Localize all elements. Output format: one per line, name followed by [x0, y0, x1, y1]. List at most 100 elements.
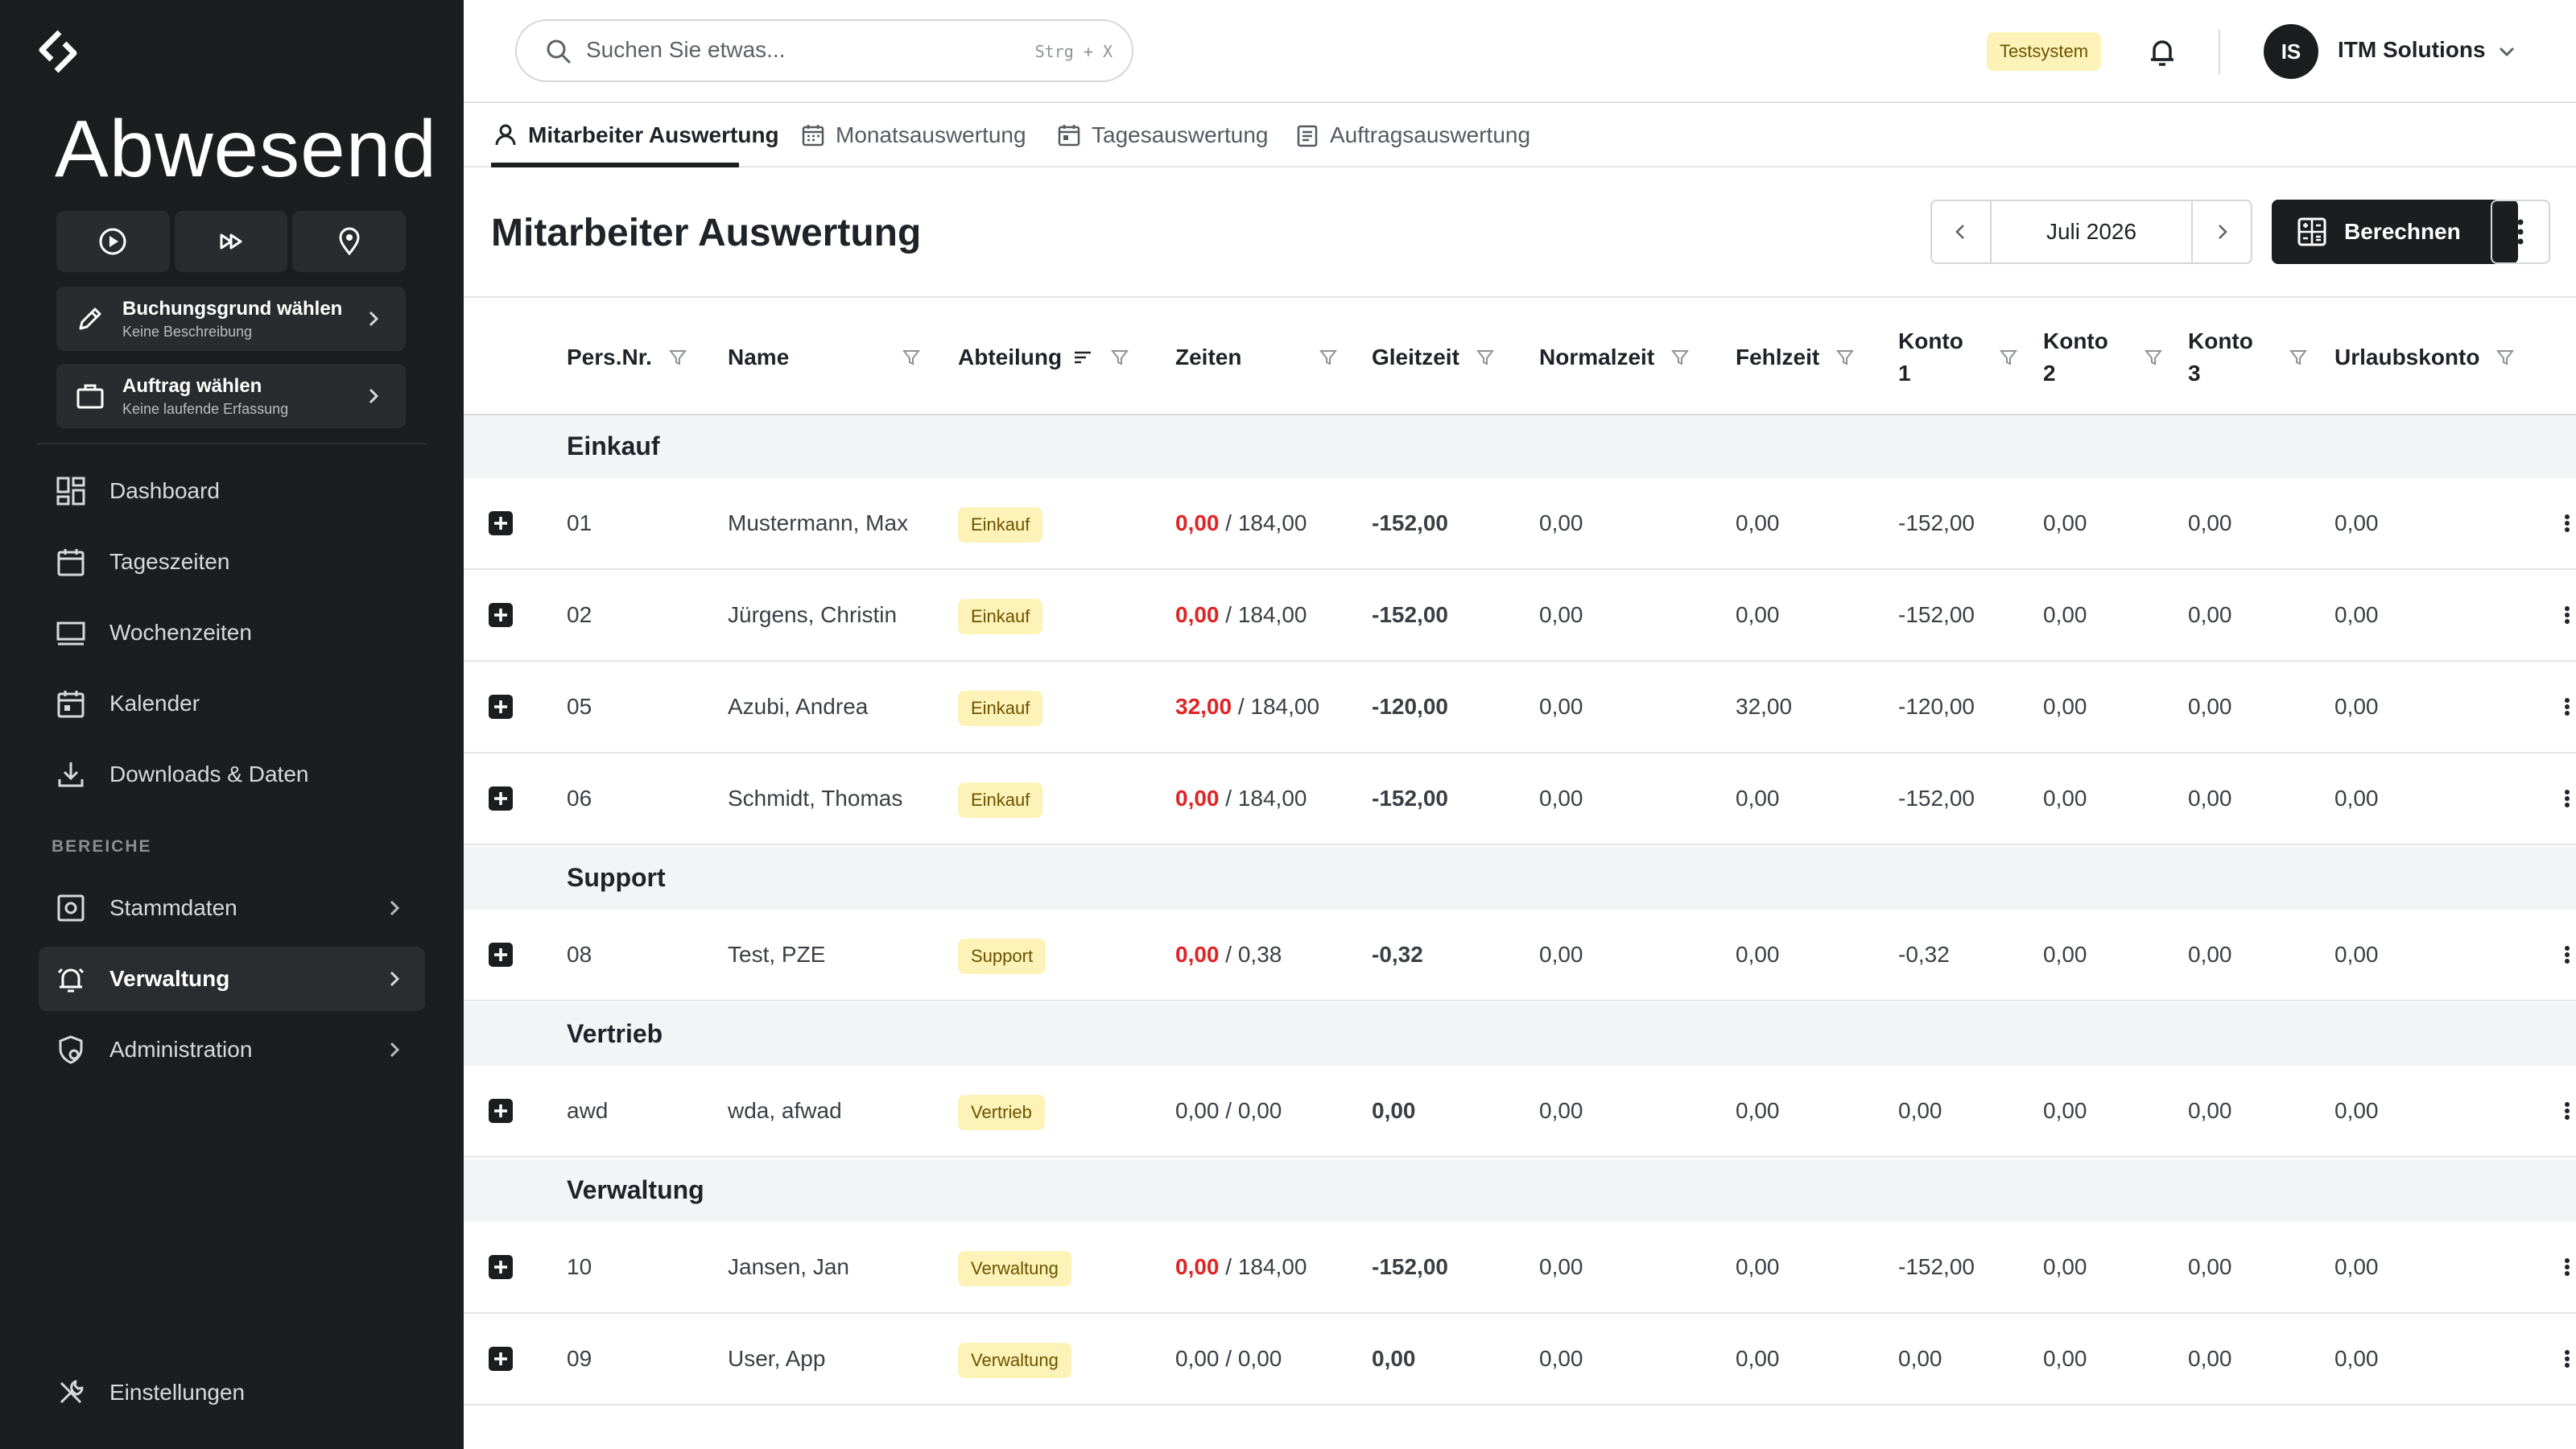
table-row[interactable]: 01 Mustermann, Max 0,00 0,00 -152,00 0,00 0,00…: [464, 478, 2576, 570]
account-name[interactable]: ITM Solutions: [2338, 37, 2486, 62]
column-label: Normalzeit: [1539, 345, 1655, 369]
expand-row-icon[interactable]: [488, 1254, 514, 1280]
cell-konto-2: 0,00: [2043, 1098, 2087, 1123]
more-options-button[interactable]: [2491, 200, 2550, 264]
row-actions-icon[interactable]: [2562, 1251, 2573, 1283]
filter-icon[interactable]: [2144, 348, 2163, 367]
tab-monatsauswertung[interactable]: Monatsauswertung: [800, 119, 1026, 151]
prev-month-button[interactable]: [1932, 201, 1990, 262]
chevron-down-icon[interactable]: [2496, 40, 2518, 63]
column-label: Urlaubskonto: [2334, 345, 2480, 369]
table-row[interactable]: 02 Jürgens, Christin 0,00 0,00 -152,00 0,00 0,…: [464, 570, 2576, 662]
table-row[interactable]: 08 Test, PZE 0,00 0,00 -0,32 0,00 0,00 0,00 Supp…: [464, 910, 2576, 1001]
table-row[interactable]: 10 Jansen, Jan 0,00 0,00 -152,00 0,00 0,00 0,00…: [464, 1222, 2576, 1314]
column-header-zeiten[interactable]: Zeiten: [1175, 298, 1338, 417]
row-actions-icon[interactable]: [2562, 599, 2573, 631]
sidebar-item-wochenzeiten[interactable]: Wochenzeiten: [39, 601, 425, 665]
filter-icon[interactable]: [668, 348, 687, 367]
table-row[interactable]: 09 User, App 0,00 0,00 0,00 0,00 0,00 0,00 Verwa…: [464, 1314, 2576, 1406]
expand-row-icon[interactable]: [488, 694, 514, 720]
calculate-button[interactable]: Berechnen: [2272, 200, 2518, 264]
column-label: Konto 2: [2043, 328, 2108, 386]
expand-row-icon[interactable]: [488, 1346, 514, 1372]
filter-icon[interactable]: [1476, 348, 1495, 367]
cell-konto-3: 0,00: [2188, 786, 2232, 811]
app-logo-icon[interactable]: [35, 29, 80, 74]
bell-icon[interactable]: [2145, 34, 2180, 69]
filter-icon[interactable]: [1670, 348, 1690, 367]
filter-icon[interactable]: [2289, 348, 2308, 367]
filter-icon[interactable]: [1319, 348, 1338, 367]
sort-icon[interactable]: [1071, 346, 1094, 369]
week-icon: [56, 621, 85, 646]
sidebar-item-downloads[interactable]: Downloads & Daten: [39, 742, 425, 807]
department-badge: Vertrieb: [958, 1094, 1045, 1130]
filter-icon[interactable]: [902, 348, 921, 367]
booking-reason-select[interactable]: Buchungsgrund wählen Keine Beschreibung: [56, 287, 406, 351]
column-header-abteilung[interactable]: Abteilung: [958, 298, 1129, 417]
order-select[interactable]: Auftrag wählen Keine laufende Erfassung: [56, 364, 406, 428]
sidebar-item-administration[interactable]: Administration: [39, 1018, 425, 1082]
row-actions-icon[interactable]: [2562, 691, 2573, 723]
column-header-gleitzeit[interactable]: Gleitzeit: [1372, 298, 1495, 417]
chevron-right-icon: [369, 311, 379, 327]
column-label: Gleitzeit: [1372, 345, 1459, 369]
table-row[interactable]: awd wda, afwad 0,00 0,00 0,00 0,00 0,00 0,00 Ver…: [464, 1066, 2576, 1158]
column-header-name[interactable]: Name: [728, 298, 921, 417]
tab-auftragsauswertung[interactable]: Auftragsauswertung: [1294, 119, 1530, 151]
filter-icon[interactable]: [1835, 348, 1855, 367]
expand-row-icon[interactable]: [488, 942, 514, 968]
cell-konto-3: 0,00: [2188, 1346, 2232, 1371]
sidebar-divider: [37, 443, 427, 444]
bell-ring-icon: [57, 968, 85, 993]
sidebar-item-stammdaten[interactable]: Stammdaten: [39, 876, 425, 940]
row-actions-icon[interactable]: [2562, 507, 2573, 539]
more-vertical-icon: [2517, 219, 2524, 245]
chevron-right-icon: [369, 388, 379, 404]
column-header-fehlzeit[interactable]: Fehlzeit: [1736, 298, 1855, 417]
expand-row-icon[interactable]: [488, 786, 514, 811]
filter-icon[interactable]: [1999, 348, 2018, 367]
row-actions-icon[interactable]: [2562, 1343, 2573, 1375]
skip-button[interactable]: [174, 211, 288, 272]
expand-row-icon[interactable]: [488, 510, 514, 536]
search-input[interactable]: Suchen Sie etwas... Strg + X: [515, 19, 1133, 82]
row-actions-icon[interactable]: [2562, 1095, 2573, 1127]
sidebar-item-dashboard[interactable]: Dashboard: [39, 459, 425, 523]
column-header-konto-1[interactable]: Konto 1: [1898, 298, 2018, 417]
row-actions-icon[interactable]: [2562, 782, 2573, 815]
avatar[interactable]: IS: [2264, 24, 2318, 79]
column-header-konto-3[interactable]: Konto 3: [2188, 298, 2308, 417]
tab-bar: Mitarbeiter Auswertung Monatsauswertung …: [464, 103, 2576, 167]
sidebar-item-verwaltung[interactable]: Verwaltung: [39, 947, 425, 1011]
booking-reason-subtitle: Keine Beschreibung: [122, 324, 253, 340]
sidebar-item-label: Downloads & Daten: [109, 762, 309, 786]
current-month[interactable]: Juli 2026: [1990, 201, 2193, 262]
column-header-urlaubskonto[interactable]: Urlaubskonto: [2334, 298, 2515, 417]
sidebar-item-kalender[interactable]: Kalender: [39, 671, 425, 736]
page-title: Mitarbeiter Auswertung: [491, 212, 922, 254]
location-button[interactable]: [292, 211, 407, 272]
next-month-button[interactable]: [2193, 201, 2251, 262]
table-row[interactable]: 06 Schmidt, Thomas 0,00 0,00 -152,00 0,00 0,00…: [464, 753, 2576, 845]
sidebar-item-tageszeiten[interactable]: Tageszeiten: [39, 530, 425, 594]
column-header-konto-2[interactable]: Konto 2: [2043, 298, 2163, 417]
expand-row-icon[interactable]: [488, 602, 514, 628]
calendar-month-icon: [802, 125, 824, 147]
column-header-normalzeit[interactable]: Normalzeit: [1539, 298, 1690, 417]
tab-mitarbeiter-auswertung[interactable]: Mitarbeiter Auswertung: [493, 119, 779, 151]
column-header-pers-nr[interactable]: Pers.Nr.: [567, 298, 687, 417]
expand-row-icon[interactable]: [488, 1098, 514, 1124]
cell-gleitzeit: -152,00: [1372, 1254, 1448, 1279]
tab-tagesauswertung[interactable]: Tagesauswertung: [1056, 119, 1268, 151]
sidebar-item-einstellungen[interactable]: Einstellungen: [39, 1360, 425, 1425]
filter-icon[interactable]: [1110, 348, 1129, 367]
filter-icon[interactable]: [2496, 348, 2515, 367]
cell-pers-nr: 06: [567, 786, 592, 811]
cell-konto-2: 0,00: [2043, 510, 2087, 535]
table-row[interactable]: 05 Azubi, Andrea 0,00 32,00 -120,00 0,00 0,00 0…: [464, 662, 2576, 753]
department-badge: Support: [958, 938, 1046, 974]
cell-konto-1: -152,00: [1898, 786, 1975, 811]
start-button[interactable]: [56, 211, 170, 272]
row-actions-icon[interactable]: [2562, 939, 2573, 971]
